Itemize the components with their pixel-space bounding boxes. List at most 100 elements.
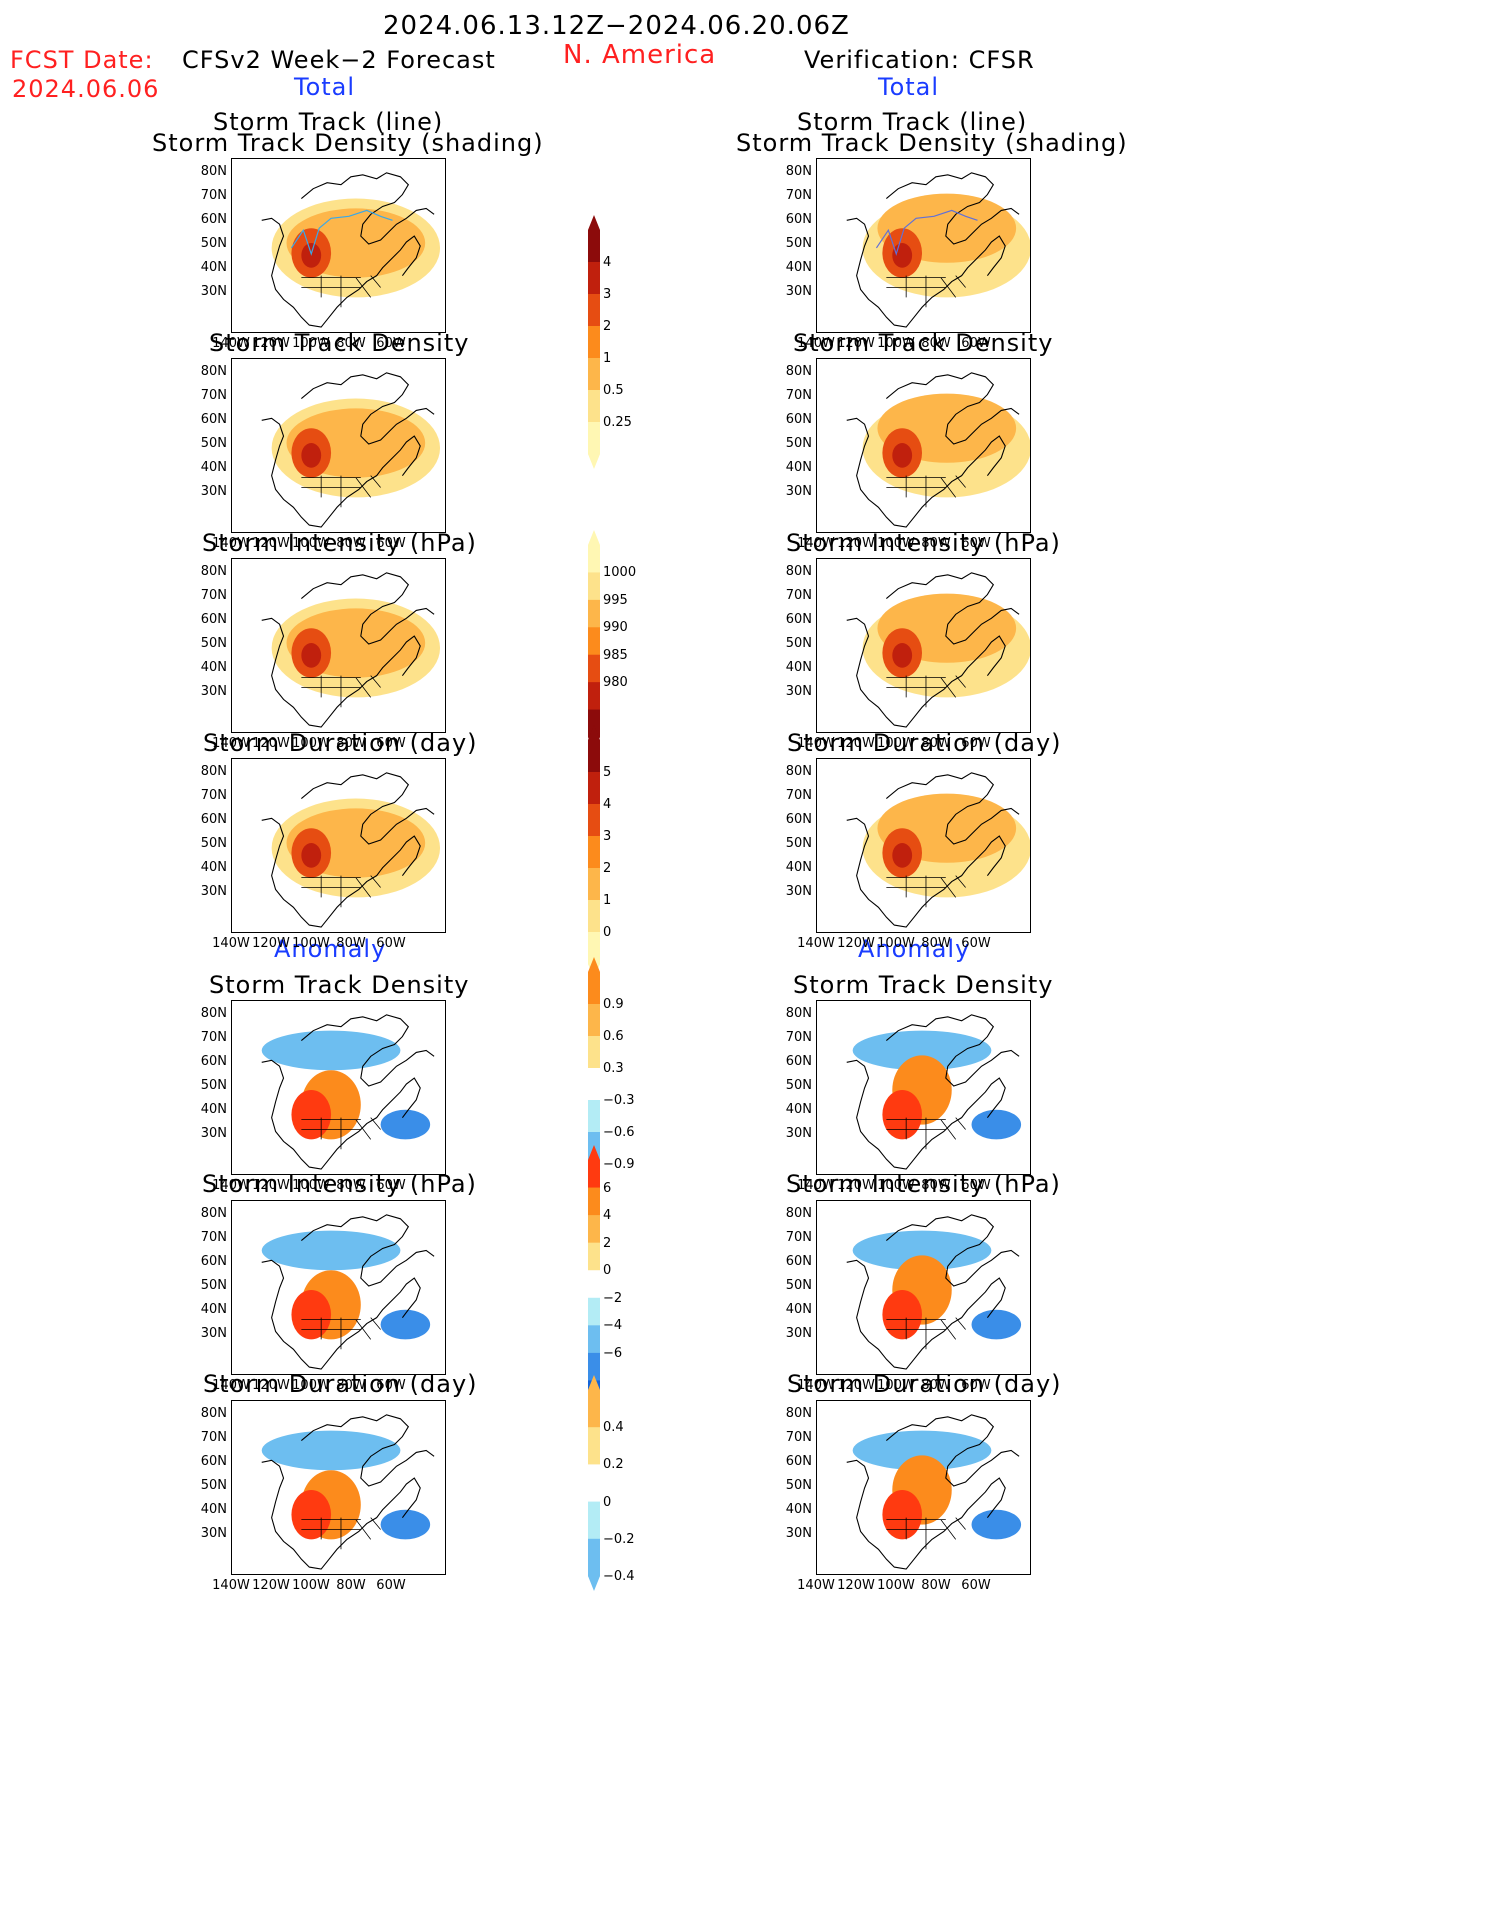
colorbar-segment xyxy=(588,1187,600,1216)
lon-tick-label: 60W xyxy=(376,536,406,551)
colorbar-segment xyxy=(588,294,600,327)
lat-tick-label: 40N xyxy=(785,860,812,875)
lat-tick-label: 50N xyxy=(785,1278,812,1293)
lon-tick-label: 80W xyxy=(336,936,366,951)
colorbar-label: 0.25 xyxy=(603,415,632,430)
colorbar-label: 990 xyxy=(603,620,628,636)
colorbar-segment xyxy=(588,932,600,965)
colorbar-segment xyxy=(588,1464,600,1503)
lon-tick-label: 60W xyxy=(376,1178,406,1193)
colorbar-top-arrow xyxy=(588,215,600,230)
lat-tick-label: 60N xyxy=(785,1254,812,1269)
lon-tick-label: 120W xyxy=(252,936,290,951)
coastline xyxy=(846,772,1020,928)
lat-tick-label: 60N xyxy=(200,212,227,227)
lon-tick-label: 100W xyxy=(877,936,915,951)
lat-tick-label: 40N xyxy=(200,1302,227,1317)
lat-tick-label: 60N xyxy=(200,612,227,627)
lat-tick-label: 70N xyxy=(785,788,812,803)
colorbar-label: 0 xyxy=(603,1263,612,1279)
state-borders xyxy=(886,275,966,308)
colorbar-top-arrow xyxy=(588,530,600,545)
lat-tick-label: 80N xyxy=(200,764,227,779)
colorbar-label: 6 xyxy=(603,1180,612,1196)
state-borders xyxy=(886,875,966,908)
lat-tick-label: 50N xyxy=(785,636,812,651)
colorbar-top-arrow xyxy=(588,1145,600,1160)
colorbar-label: 1000 xyxy=(603,565,637,581)
lon-tick-label: 60W xyxy=(376,1578,406,1593)
lat-tick-label: 60N xyxy=(785,812,812,827)
map-canvas xyxy=(846,172,1030,328)
right-column-title: Verification: CFSR xyxy=(804,46,1035,74)
lon-tick-label: 140W xyxy=(797,336,835,351)
lat-tick-label: 40N xyxy=(200,460,227,475)
lon-tick-label: 140W xyxy=(797,1578,835,1593)
colorbar-segment xyxy=(588,1352,600,1381)
lon-tick-label: 120W xyxy=(837,936,875,951)
lat-tick-label: 30N xyxy=(200,884,227,899)
colorbar-segment xyxy=(588,868,600,901)
map-canvas xyxy=(846,1214,1022,1370)
lat-tick-label: 30N xyxy=(785,1126,812,1141)
map-panel-right-3 xyxy=(816,758,1031,933)
lon-tick-label: 60W xyxy=(961,1178,991,1193)
lat-tick-label: 70N xyxy=(200,588,227,603)
storm-track-line xyxy=(290,209,393,256)
map-panel-right-2 xyxy=(816,558,1031,733)
colorbar-label: 0 xyxy=(603,925,612,940)
lon-tick-label: 60W xyxy=(376,936,406,951)
state-borders xyxy=(886,1317,966,1350)
lat-tick-label: 80N xyxy=(785,1406,812,1421)
lat-tick-label: 60N xyxy=(200,1454,227,1469)
map-canvas xyxy=(846,1414,1022,1570)
lon-tick-label: 60W xyxy=(961,1578,991,1593)
shading-region xyxy=(261,1230,401,1271)
lat-tick-label: 50N xyxy=(785,1478,812,1493)
title-track-shading-right: Storm Track Density (shading) xyxy=(736,129,1128,157)
lon-tick-label: 100W xyxy=(292,1178,330,1193)
lon-tick-label: 80W xyxy=(336,1178,366,1193)
colorbar-segment xyxy=(588,1004,600,1037)
map-canvas xyxy=(846,572,1030,728)
colorbar-segment xyxy=(588,682,600,711)
colorbar-segment xyxy=(588,1242,600,1271)
lat-tick-label: 80N xyxy=(200,1206,227,1221)
lon-tick-label: 120W xyxy=(252,1378,290,1393)
lon-tick-label: 80W xyxy=(921,1378,951,1393)
colorbar-label: 2 xyxy=(603,861,612,876)
lat-tick-label: 50N xyxy=(200,836,227,851)
colorbar-duration_anom xyxy=(588,1375,600,1591)
colorbar-label: −0.2 xyxy=(603,1531,635,1547)
lat-tick-label: 40N xyxy=(785,1102,812,1117)
lon-tick-label: 100W xyxy=(292,336,330,351)
colorbar-segment xyxy=(588,326,600,359)
colorbar-label: −2 xyxy=(603,1290,623,1306)
lat-tick-label: 50N xyxy=(785,436,812,451)
shading-region xyxy=(882,1089,923,1140)
lon-tick-label: 80W xyxy=(921,936,951,951)
state-borders xyxy=(301,875,381,908)
coastline xyxy=(261,372,435,528)
colorbar-segment xyxy=(588,804,600,837)
shading-region xyxy=(291,1289,332,1340)
lat-tick-label: 40N xyxy=(785,260,812,275)
lat-tick-label: 80N xyxy=(200,564,227,579)
colorbar-label: 980 xyxy=(603,675,628,691)
lon-tick-label: 60W xyxy=(961,1378,991,1393)
colorbar-label: 1 xyxy=(603,893,612,908)
coastline xyxy=(846,1414,1020,1570)
map-panel-right-6 xyxy=(816,1400,1031,1575)
lat-tick-label: 60N xyxy=(200,1254,227,1269)
colorbar-segment xyxy=(588,1325,600,1354)
lon-tick-label: 120W xyxy=(252,336,290,351)
colorbar-label: 985 xyxy=(603,647,628,663)
lon-tick-label: 80W xyxy=(921,1178,951,1193)
colorbar-label: 5 xyxy=(603,765,612,780)
title-density-left: Storm Track Density xyxy=(209,329,470,357)
colorbar-segment xyxy=(588,390,600,423)
lon-tick-label: 120W xyxy=(837,336,875,351)
title-density-anom-right: Storm Track Density xyxy=(793,971,1054,999)
coastline xyxy=(846,372,1020,528)
lat-tick-label: 80N xyxy=(200,364,227,379)
